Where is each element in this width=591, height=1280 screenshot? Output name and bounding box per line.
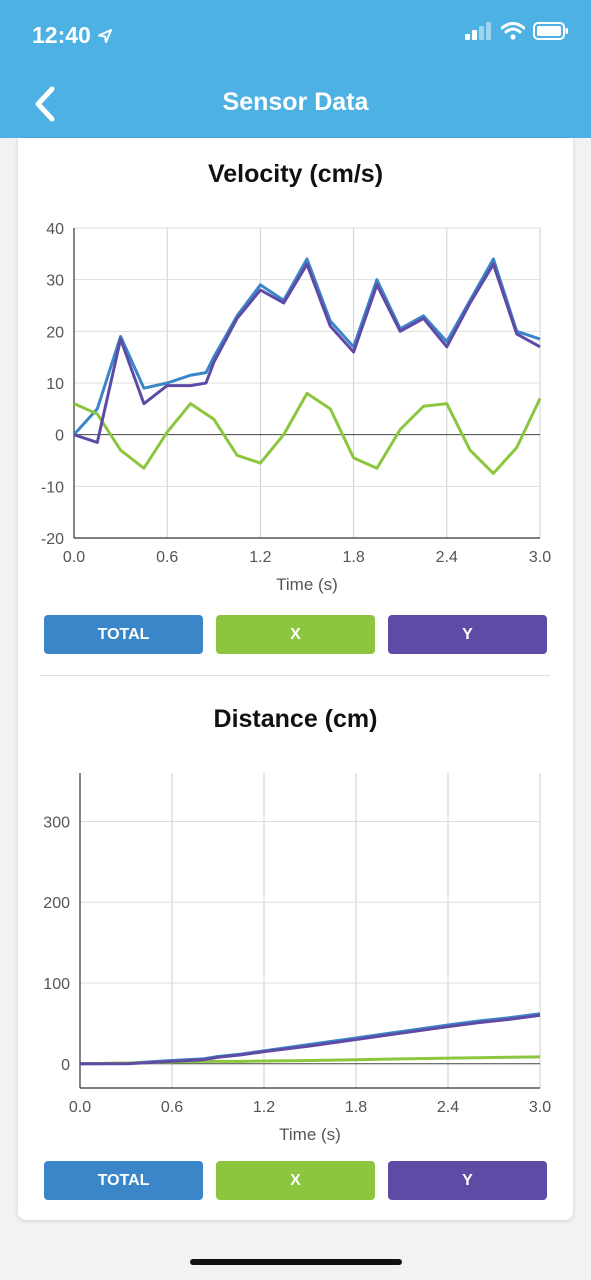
- distance-y-tick-label: 200: [43, 895, 70, 912]
- velocity-x-tick-label: 1.8: [342, 549, 364, 566]
- velocity-y-tick-label: 40: [46, 221, 64, 238]
- distance-y-tick-label: 100: [43, 976, 70, 993]
- velocity-x-button[interactable]: X: [216, 615, 375, 654]
- distance-chart-title: Distance (cm): [213, 705, 378, 733]
- chart-divider: [40, 675, 550, 676]
- distance-y-tick-label: 0: [61, 1057, 70, 1074]
- distance-y-tick-label: 300: [43, 814, 70, 831]
- velocity-x-tick-label: 2.4: [436, 549, 458, 566]
- distance-chart: 0.0 0.6 1.2 1.8 2.4 3.0 300 200 100 0 Time (s): [43, 773, 551, 1144]
- velocity-y-tick-label: 10: [46, 376, 64, 393]
- velocity-y-button[interactable]: Y: [388, 615, 547, 654]
- distance-series-y-line: [80, 1013, 541, 1066]
- battery-icon: [533, 22, 568, 40]
- location-arrow-icon: [97, 28, 112, 43]
- status-bar-icons: [465, 22, 569, 40]
- velocity-y-tick-label: 0: [55, 428, 64, 445]
- velocity-y-tick-label: 30: [46, 273, 64, 290]
- distance-series-total-line: [79, 1012, 541, 1066]
- distance-x-tick-label: 1.8: [345, 1099, 367, 1116]
- distance-x-tick-label: 0.6: [161, 1099, 183, 1116]
- velocity-total-button[interactable]: TOTAL: [44, 615, 203, 654]
- app-header: 12:40 Sensor Data: [0, 0, 591, 138]
- back-chevron-icon[interactable]: [30, 84, 64, 124]
- velocity-y-tick-label: -10: [41, 479, 64, 496]
- home-indicator: [190, 1259, 402, 1265]
- status-time-text: 12:40: [32, 22, 91, 48]
- page-title: Sensor Data: [222, 88, 369, 116]
- distance-x-tick-label: 1.2: [253, 1099, 275, 1116]
- velocity-series-total-line: [72, 257, 541, 436]
- velocity-chart: 0.0 0.6 1.2 1.8 2.4 3.0 40 30 20 10 0 -10 -20 Time (s…: [41, 221, 551, 594]
- velocity-x-axis-label: Time (s): [276, 575, 338, 594]
- distance-x-axis-label: Time (s): [279, 1125, 341, 1144]
- velocity-chart-title: Velocity (cm/s): [207, 160, 384, 188]
- velocity-x-tick-label: 3.0: [529, 549, 551, 566]
- velocity-x-tick-label: 0.0: [63, 549, 85, 566]
- velocity-series-x-line: [73, 391, 542, 475]
- velocity-y-tick-label: -20: [41, 531, 64, 548]
- cellular-signal-icon: [465, 22, 491, 40]
- distance-x-tick-label: 3.0: [529, 1099, 551, 1116]
- distance-x-tick-label: 2.4: [437, 1099, 459, 1116]
- velocity-x-tick-label: 1.2: [249, 549, 271, 566]
- velocity-series-y-line: [73, 262, 541, 444]
- status-bar-time: 12:40: [32, 22, 113, 49]
- distance-y-button[interactable]: Y: [388, 1161, 547, 1200]
- velocity-y-tick-label: 20: [46, 324, 64, 341]
- sensor-data-card: Velocity (cm/s) 0.0 0.6 1.2 1.8 2.4 3.0 40 30 20…: [18, 138, 573, 1220]
- distance-series-buttons: TOTAL X Y: [44, 1161, 547, 1200]
- velocity-series-buttons: TOTAL X Y: [44, 615, 547, 654]
- wifi-icon: [501, 22, 525, 40]
- distance-total-button[interactable]: TOTAL: [44, 1161, 203, 1200]
- velocity-x-tick-label: 0.6: [156, 549, 178, 566]
- distance-x-button[interactable]: X: [216, 1161, 375, 1200]
- distance-x-tick-label: 0.0: [69, 1099, 91, 1116]
